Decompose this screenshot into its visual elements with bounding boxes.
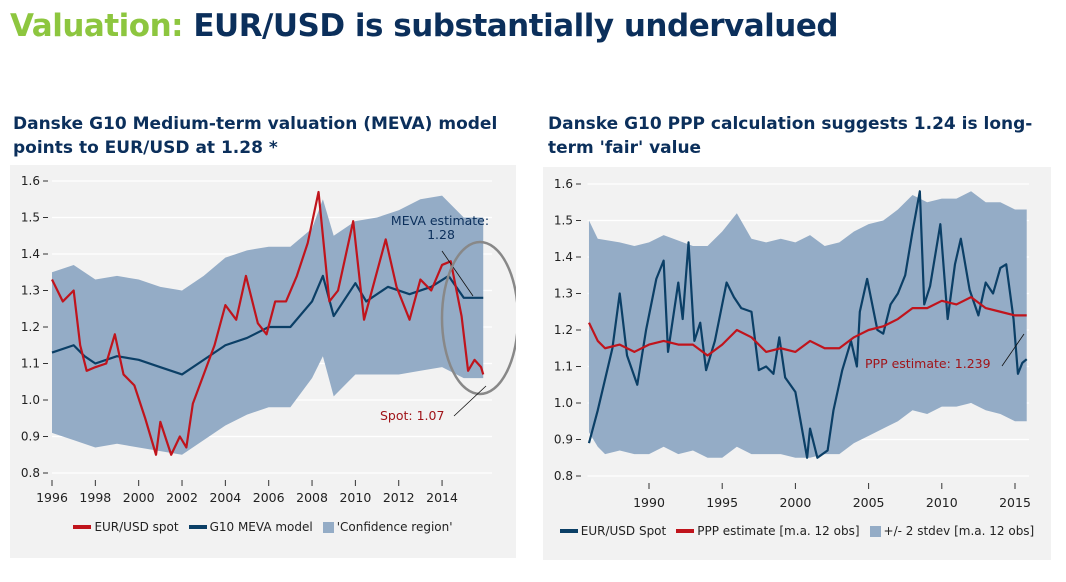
meva-chart-panel: 0.8 0.9 1.0 1.1 1.2 1.3 1.4 1.5 1.6 1996 1998 2000 2… <box>10 165 516 558</box>
legend-spot: EUR/USD spot <box>73 520 179 534</box>
title-accent: Valuation: <box>10 8 184 44</box>
y-tick-label: 1.0 <box>21 393 40 407</box>
confidence-band <box>52 195 484 455</box>
title-rest: EUR/USD is substantially undervalued <box>183 8 839 44</box>
x-tick-label: 2010 <box>339 490 371 505</box>
legend-swatch-band <box>869 525 881 537</box>
y-tick-label: 1.2 <box>21 320 40 334</box>
legend-label: PPP estimate [m.a. 12 obs] <box>697 524 860 538</box>
x-tick-label: 2002 <box>166 490 198 505</box>
series-line-ppp-estimate-m-a-12-obs- <box>587 296 1027 357</box>
y-tick-label: 1.4 <box>554 250 573 264</box>
legend-band: 'Confidence region' <box>322 520 453 534</box>
meva-legend: EUR/USD spot G10 MEVA model 'Confidence … <box>10 520 516 534</box>
legend-swatch-ppp <box>676 529 695 533</box>
meva-annotation-line1: MEVA estimate: <box>391 213 489 228</box>
series-line-g10-meva-model <box>51 274 484 376</box>
page-title: Valuation: EUR/USD is substantially unde… <box>10 8 839 44</box>
x-tick-label: 2014 <box>426 490 458 505</box>
x-tick-label: 1995 <box>706 495 738 510</box>
legend-label: 'Confidence region' <box>336 520 453 534</box>
x-tick-label: 2006 <box>253 490 285 505</box>
y-tick-label: 1.5 <box>554 214 573 228</box>
series-line-eur-usd-spot <box>587 190 1028 459</box>
x-tick-label: 1998 <box>79 490 111 505</box>
ppp-annotation: PPP estimate: 1.239 <box>865 356 991 371</box>
y-tick-label: 1.5 <box>21 211 40 225</box>
x-tick-label: 2004 <box>209 490 241 505</box>
x-tick-label: 1996 <box>36 490 68 505</box>
ppp-chart-panel: 0.8 0.9 1.0 1.1 1.2 1.3 1.4 1.5 1.6 1990 1995 2000 2… <box>543 167 1051 560</box>
spot-annotation: Spot: 1.07 <box>380 408 444 423</box>
x-tick-label: 2015 <box>999 495 1031 510</box>
chart-title-ppp: Danske G10 PPP calculation suggests 1.24… <box>548 114 1033 158</box>
x-tick-label: 2005 <box>853 495 885 510</box>
highlight-ellipse <box>440 240 516 396</box>
y-tick-label: 1.3 <box>21 284 40 298</box>
x-tick-label: 2008 <box>296 490 328 505</box>
y-tick-label: 1.1 <box>21 357 40 371</box>
chart-title-meva: Danske G10 Medium-term valuation (MEVA) … <box>13 114 498 158</box>
legend-label: G10 MEVA model <box>209 520 313 534</box>
legend-ppp: PPP estimate [m.a. 12 obs] <box>676 524 860 538</box>
y-tick-label: 1.1 <box>554 360 573 374</box>
y-tick-label: 1.2 <box>554 323 573 337</box>
x-tick-label: 2012 <box>383 490 415 505</box>
meva-chart: 0.8 0.9 1.0 1.1 1.2 1.3 1.4 1.5 1.6 1996 1998 2000 2… <box>21 174 516 505</box>
legend-swatch-spot <box>559 529 578 533</box>
ppp-annotation-leader <box>1001 333 1025 367</box>
series-line-eur-usd-spot <box>51 190 485 456</box>
legend-label: +/- 2 stdev [m.a. 12 obs] <box>883 524 1035 538</box>
x-tick-label: 2000 <box>123 490 155 505</box>
confidence-band <box>588 191 1027 458</box>
y-tick-label: 1.4 <box>21 247 40 261</box>
x-tick-label: 1990 <box>633 495 665 510</box>
legend-swatch-meva <box>188 525 207 529</box>
y-tick-label: 1.3 <box>554 287 573 301</box>
spot-annotation-leader <box>453 385 487 417</box>
x-tick-label: 2010 <box>926 495 958 510</box>
y-tick-label: 1.6 <box>554 177 573 191</box>
legend-band: +/- 2 stdev [m.a. 12 obs] <box>869 524 1035 538</box>
y-tick-label: 0.9 <box>554 433 573 447</box>
ppp-legend: EUR/USD Spot PPP estimate [m.a. 12 obs] … <box>543 524 1051 538</box>
ppp-chart: 0.8 0.9 1.0 1.1 1.2 1.3 1.4 1.5 1.6 1990 1995 2000 2… <box>554 177 1031 510</box>
meva-annotation-line2: 1.28 <box>427 227 455 242</box>
legend-meva: G10 MEVA model <box>188 520 313 534</box>
legend-label: EUR/USD Spot <box>580 524 667 538</box>
y-tick-label: 0.8 <box>554 469 573 483</box>
meva-annotation-leader <box>441 250 474 297</box>
y-tick-label: 0.8 <box>21 466 40 480</box>
y-tick-label: 1.6 <box>21 174 40 188</box>
legend-swatch-spot <box>73 525 92 529</box>
x-tick-label: 2000 <box>779 495 811 510</box>
legend-swatch-band <box>322 521 334 533</box>
legend-label: EUR/USD spot <box>94 520 179 534</box>
legend-spot: EUR/USD Spot <box>559 524 667 538</box>
y-tick-label: 0.9 <box>21 430 40 444</box>
y-tick-label: 1.0 <box>554 396 573 410</box>
